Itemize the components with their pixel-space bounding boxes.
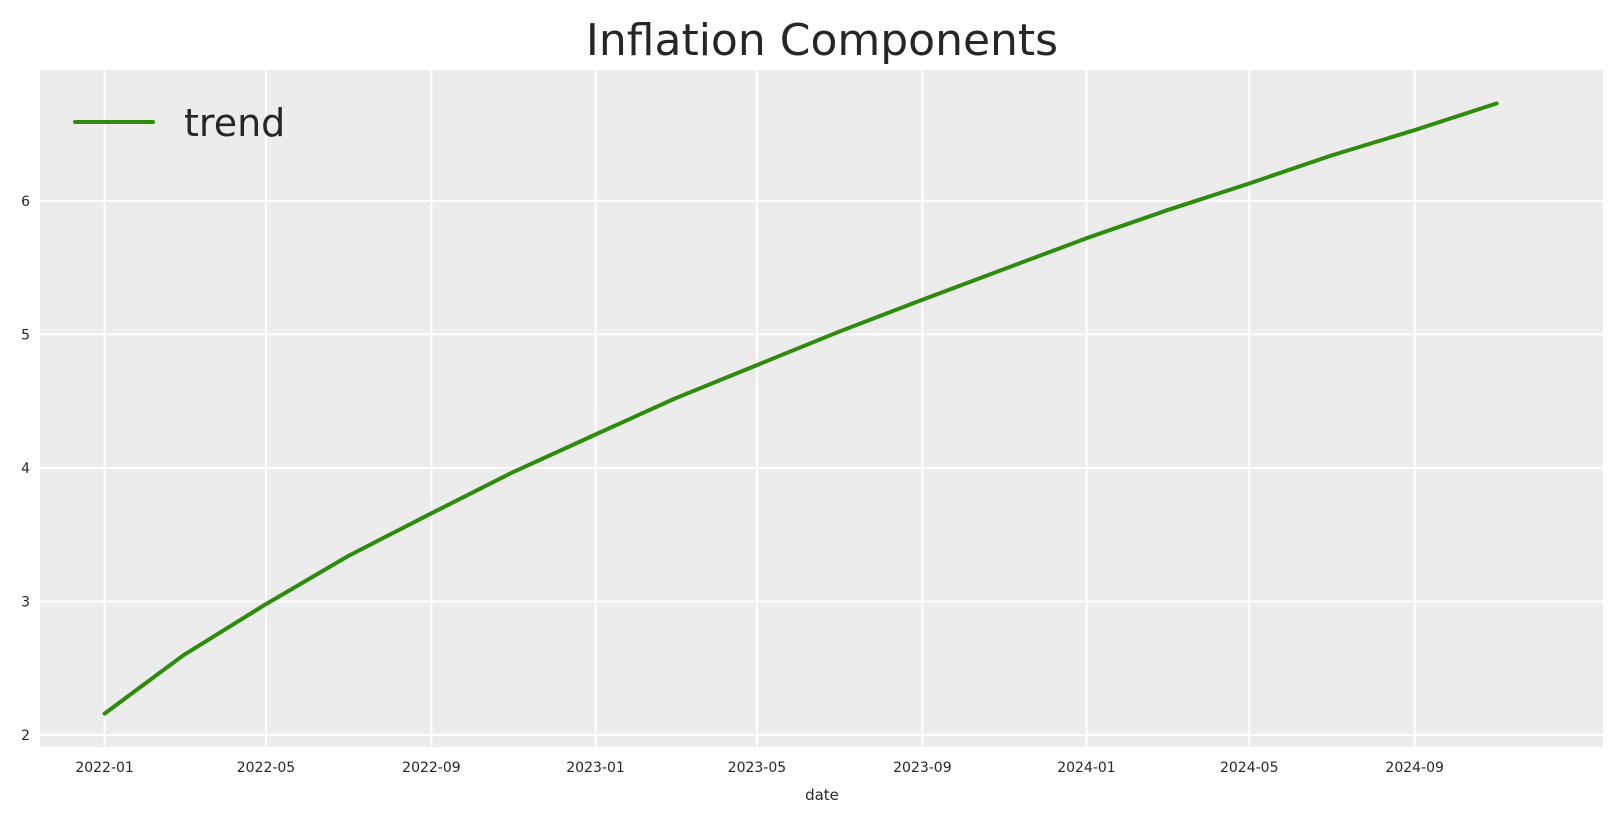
x-tick-label: 2022-01 [75,760,134,776]
series-line-trend [102,101,1499,716]
x-tick-label: 2024-09 [1385,760,1444,776]
legend: trend [73,101,285,145]
y-tick-label: 4 [21,461,30,477]
y-tick-label: 2 [21,728,30,744]
x-tick-label: 2023-09 [893,760,952,776]
legend-label-trend: trend [184,101,285,145]
chart-title: Inflation Components [586,15,1058,66]
grid-layer [40,70,1603,747]
tick-layer: 2022-01 2022-05 2022-09 2023-01 2023-05 2023-… [21,194,1444,776]
x-tick-label: 2023-01 [566,760,625,776]
x-tick-label: 2024-05 [1220,760,1279,776]
y-tick-label: 6 [21,194,30,210]
y-tick-label: 5 [21,327,30,343]
x-tick-label: 2023-05 [728,760,787,776]
x-tick-label: 2022-05 [237,760,296,776]
x-tick-label: 2024-01 [1057,760,1116,776]
plot-background [40,70,1603,747]
x-axis-label: date [805,786,839,804]
series-layer [102,101,1499,716]
x-tick-label: 2022-09 [402,760,461,776]
y-tick-label: 3 [21,594,30,610]
